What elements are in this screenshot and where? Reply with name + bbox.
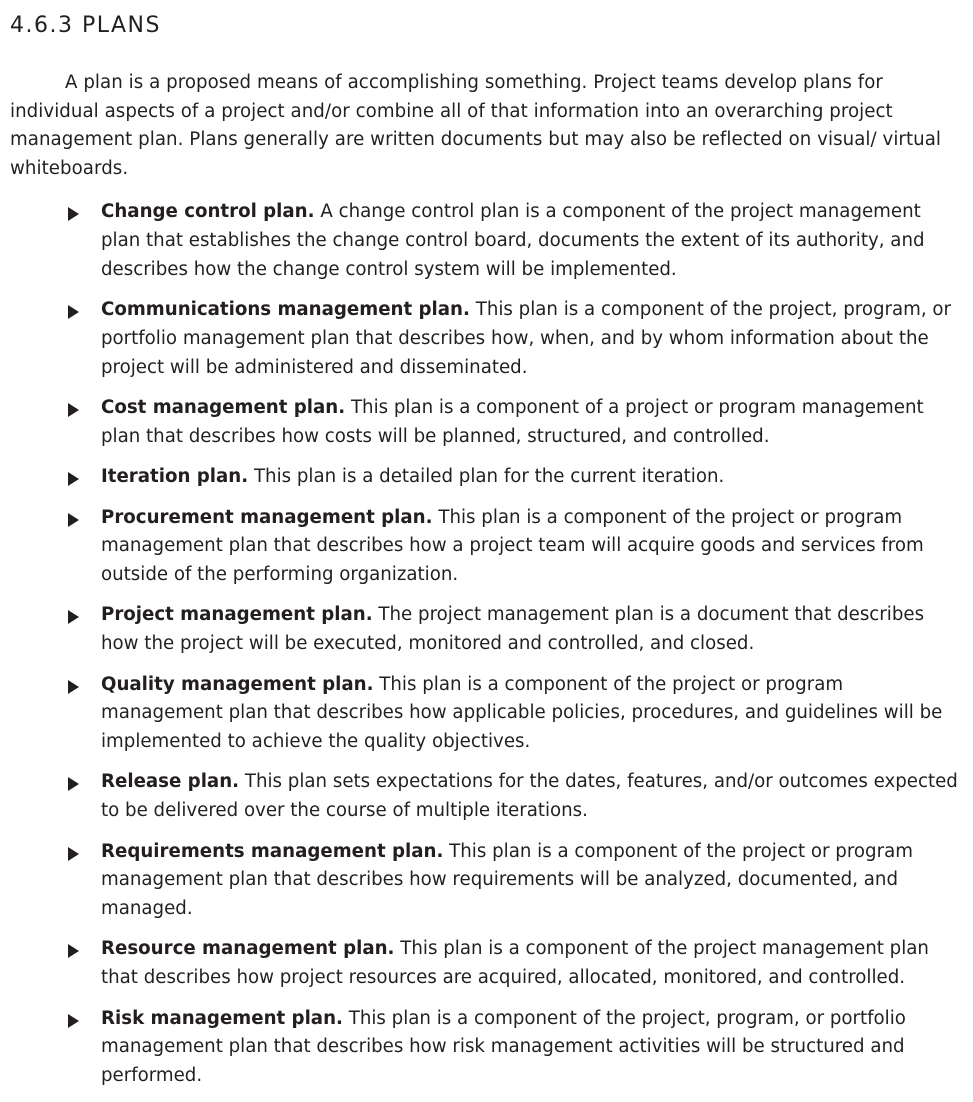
plan-term: Change control plan. — [101, 201, 315, 223]
plan-term: Release plan. — [101, 771, 240, 793]
plan-definition: This plan sets expectations for the date… — [101, 771, 958, 822]
plan-item-procurement: Procurement management plan. This plan i… — [10, 504, 960, 590]
plan-definition: This plan is a component of the project,… — [101, 299, 952, 378]
plan-term: Iteration plan. — [101, 466, 249, 488]
plan-term: Cost management plan. — [101, 397, 346, 419]
plan-definition: This plan is a component of the project,… — [101, 1007, 906, 1087]
plans-list: Change control plan. A change control pl… — [10, 198, 960, 1091]
plan-item-release: Release plan. This plan sets expectation… — [10, 768, 960, 826]
plan-definition: A change control plan is a component of … — [101, 201, 925, 280]
triangle-bullet-icon — [68, 207, 79, 222]
triangle-bullet-icon — [68, 944, 79, 959]
plan-term: Project management plan. — [101, 604, 373, 626]
plan-term: Requirements management plan. — [101, 840, 444, 862]
plan-term: Procurement management plan. — [101, 506, 433, 528]
triangle-bullet-icon — [68, 403, 79, 418]
plan-item-quality: Quality management plan. This plan is a … — [10, 671, 960, 757]
plan-definition: This plan is a component of a project or… — [101, 397, 924, 447]
plan-item-requirements: Requirements management plan. This plan … — [10, 838, 960, 924]
plan-item-iteration: Iteration plan. This plan is a detailed … — [10, 463, 960, 492]
triangle-bullet-icon — [68, 1013, 79, 1028]
plan-item-resource: Resource management plan. This plan is a… — [10, 935, 960, 993]
plan-definition: The project management plan is a documen… — [101, 604, 925, 655]
plan-definition: This plan is a component of the project … — [101, 938, 929, 989]
plan-item-change-control: Change control plan. A change control pl… — [10, 198, 960, 284]
plan-term: Risk management plan. — [101, 1007, 343, 1029]
triangle-bullet-icon — [68, 777, 79, 792]
plan-term: Quality management plan. — [101, 673, 374, 695]
plan-item-risk: Risk management plan. This plan is a com… — [10, 1005, 960, 1091]
triangle-bullet-icon — [68, 512, 79, 527]
document-page: 4.6.3 PLANS A plan is a proposed means o… — [10, 0, 960, 1102]
triangle-bullet-icon — [68, 472, 79, 487]
plan-term: Resource management plan. — [101, 938, 395, 960]
triangle-bullet-icon — [68, 846, 79, 861]
triangle-bullet-icon — [68, 679, 79, 694]
plan-definition: This plan is a component of the project … — [101, 673, 943, 753]
plan-definition: This plan is a detailed plan for the cur… — [253, 466, 725, 488]
plan-term: Communications management plan. — [101, 299, 470, 321]
plan-item-communications: Communications management plan. This pla… — [10, 296, 960, 382]
intro-paragraph: A plan is a proposed means of accomplish… — [10, 72, 942, 179]
section-heading: 4.6.3 PLANS — [10, 13, 161, 38]
plan-definition: This plan is a component of the project … — [101, 506, 924, 586]
plan-definition: This plan is a component of the project … — [101, 840, 913, 920]
triangle-bullet-icon — [68, 305, 79, 320]
plan-item-project-management: Project management plan. The project man… — [10, 601, 960, 659]
triangle-bullet-icon — [68, 610, 79, 625]
plan-item-cost: Cost management plan. This plan is a com… — [10, 394, 960, 452]
